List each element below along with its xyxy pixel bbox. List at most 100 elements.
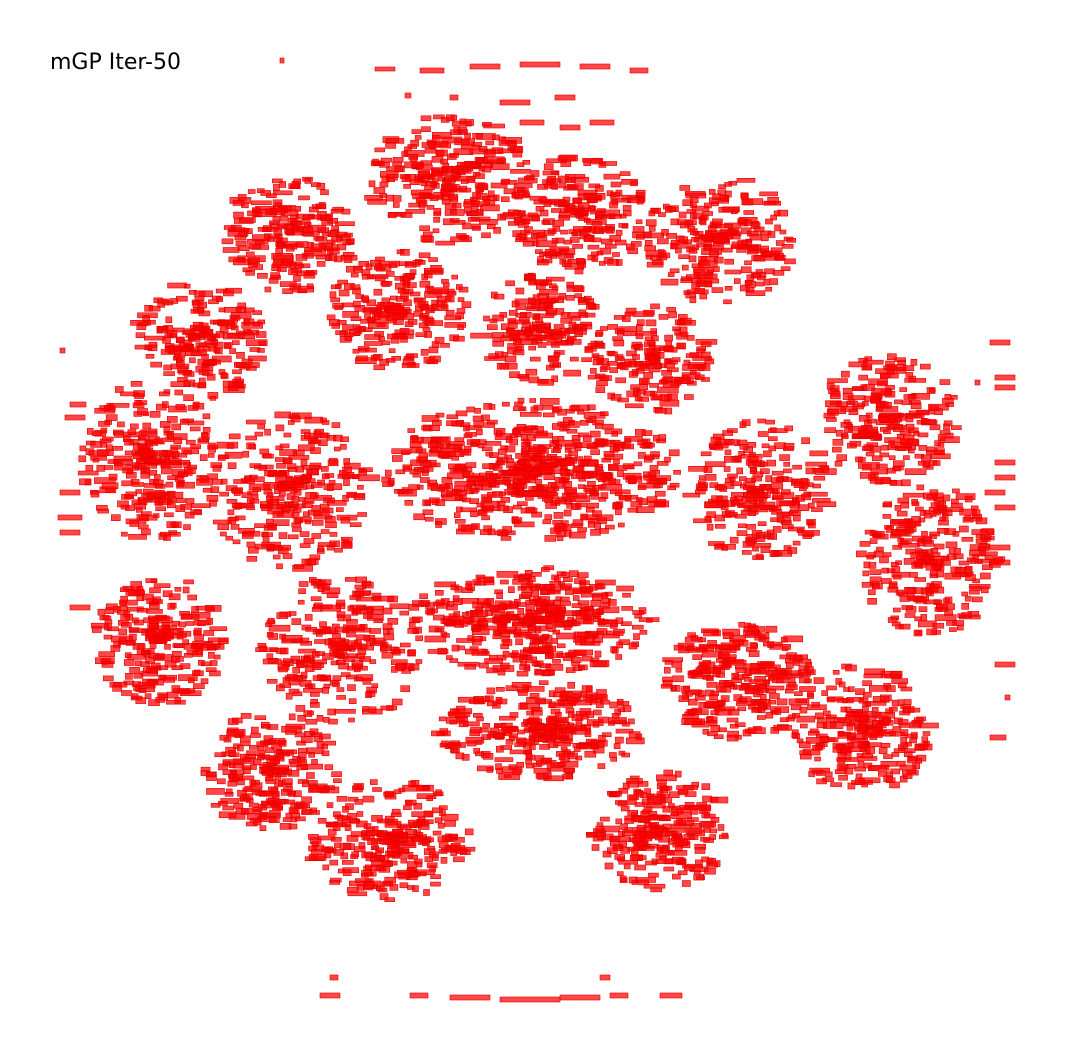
cell <box>537 773 549 780</box>
cell <box>624 494 632 502</box>
cell <box>519 375 530 382</box>
cell <box>750 498 758 505</box>
cell <box>700 214 709 221</box>
cell <box>613 339 625 347</box>
cell <box>174 476 184 482</box>
cell <box>574 267 584 275</box>
cell <box>123 659 135 666</box>
cell <box>586 711 595 718</box>
cell <box>617 470 624 478</box>
cell <box>543 473 556 481</box>
cell <box>494 433 513 440</box>
cell <box>823 412 836 419</box>
cell <box>490 182 508 189</box>
cell <box>541 633 550 639</box>
cell <box>486 324 498 331</box>
cell <box>330 208 343 214</box>
cell <box>387 212 397 219</box>
cell <box>330 244 338 251</box>
cell <box>551 297 559 303</box>
cell <box>590 340 598 348</box>
cell <box>598 606 620 614</box>
cell <box>712 233 724 238</box>
cell <box>869 569 882 576</box>
cell <box>604 243 617 249</box>
cell <box>373 288 383 296</box>
cell <box>392 195 402 202</box>
cell <box>571 315 581 321</box>
cell <box>364 195 383 201</box>
cell <box>183 379 196 387</box>
cell <box>426 205 435 210</box>
cell <box>176 357 183 364</box>
cell <box>140 661 150 667</box>
cell <box>407 428 416 433</box>
cell <box>668 449 680 457</box>
cell <box>199 332 209 338</box>
cell <box>153 583 171 589</box>
cell <box>592 594 603 601</box>
cell <box>459 448 472 456</box>
cell <box>624 437 632 443</box>
cell <box>954 566 967 573</box>
cell <box>596 689 607 695</box>
cell <box>345 674 357 680</box>
cell <box>575 324 588 332</box>
cell <box>421 467 430 474</box>
cell <box>510 169 531 174</box>
cell <box>858 462 880 469</box>
cell <box>579 582 587 589</box>
cell <box>98 651 115 658</box>
cell <box>502 526 512 533</box>
cell <box>502 650 510 658</box>
cell <box>363 612 373 619</box>
cell <box>690 203 697 208</box>
cell <box>920 454 932 462</box>
cell <box>403 184 411 189</box>
cell <box>282 505 291 512</box>
cell <box>857 402 866 408</box>
cell <box>971 509 981 517</box>
cell <box>591 251 599 257</box>
cell <box>527 576 536 583</box>
cell <box>340 443 347 450</box>
cell <box>666 206 677 212</box>
cell <box>558 214 571 221</box>
cell <box>812 483 821 489</box>
cell <box>678 211 687 219</box>
cell <box>436 300 446 307</box>
cell <box>297 599 305 605</box>
cell <box>666 307 676 312</box>
cell <box>461 525 473 532</box>
cell <box>757 521 767 527</box>
cell <box>615 229 623 236</box>
cell <box>197 383 206 389</box>
cell <box>573 183 584 190</box>
cell <box>353 265 363 271</box>
cell <box>784 258 796 265</box>
cell <box>391 455 403 462</box>
cell <box>506 470 519 476</box>
cell <box>201 432 208 439</box>
cell <box>912 431 920 436</box>
cell <box>744 260 752 266</box>
cell <box>608 213 616 220</box>
cell <box>801 437 810 445</box>
cell <box>581 459 590 466</box>
cell <box>621 606 633 611</box>
cell <box>171 423 181 431</box>
cell <box>621 223 629 229</box>
cell <box>108 403 130 408</box>
cell <box>554 498 567 505</box>
cell <box>475 606 484 614</box>
cell <box>650 303 660 310</box>
cell <box>555 237 565 244</box>
cell <box>481 414 490 422</box>
cell <box>298 195 310 201</box>
cell <box>122 467 133 474</box>
cell <box>433 191 444 199</box>
cell <box>903 455 910 460</box>
cell <box>148 459 161 464</box>
cell <box>408 202 421 208</box>
cell <box>347 472 355 478</box>
